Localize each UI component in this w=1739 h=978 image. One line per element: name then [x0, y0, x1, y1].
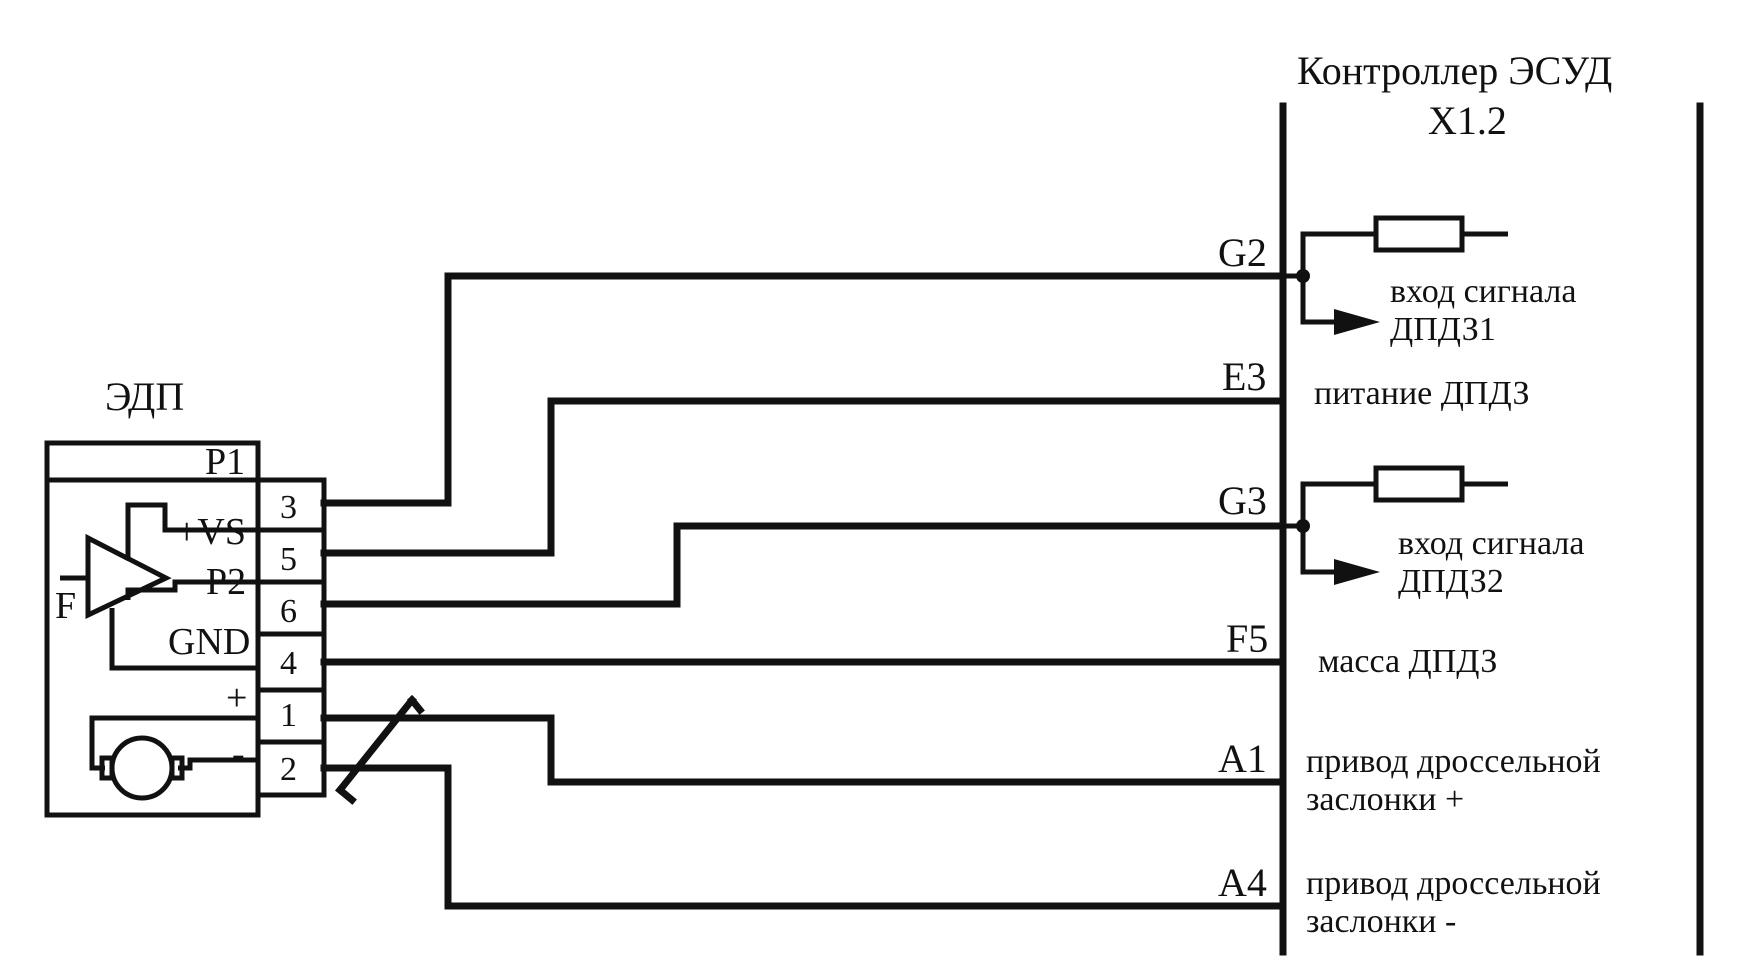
internal-wire-gnd	[109, 608, 258, 671]
label-gnd: GND	[168, 621, 250, 663]
signal-g2-line2: ДПДЗ1	[1390, 311, 1496, 348]
g3-arrow-lead	[1300, 526, 1336, 575]
terminal-e3: E3	[1222, 354, 1266, 399]
arrow-icon	[1334, 559, 1380, 585]
resistor-icon	[1373, 215, 1465, 253]
signal-g3-line1: вход сигнала	[1398, 525, 1584, 562]
pin-1: 1	[280, 697, 297, 734]
internal-wire-vs	[125, 502, 258, 560]
signal-f5: масса ДПДЗ	[1318, 643, 1497, 680]
terminal-g2: G2	[1218, 230, 1267, 275]
wire-pin5-e3	[320, 397, 1287, 557]
signal-a4-line1: привод дроссельной	[1306, 865, 1601, 902]
arrow-icon	[1334, 309, 1380, 335]
signal-a1-line2: заслонки +	[1306, 781, 1464, 818]
module-title: ЭДП	[105, 374, 184, 419]
twisted-pair-mark-tip	[335, 785, 357, 805]
pin-6: 6	[280, 593, 297, 630]
label-p2: P2	[206, 561, 246, 603]
motor-wire-plus	[89, 715, 258, 771]
signal-e3: питание ДПДЗ	[1314, 375, 1530, 412]
terminal-a4: A4	[1218, 860, 1267, 905]
amp-input-label: F	[55, 585, 76, 627]
wire-pin1-a1	[320, 714, 1287, 786]
signal-g3-line2: ДПДЗ2	[1398, 563, 1504, 600]
signal-g2-line1: вход сигнала	[1390, 273, 1576, 310]
label-minus: -	[232, 733, 245, 775]
label-plus: +	[226, 677, 247, 719]
motor-icon	[109, 735, 175, 801]
connector-label: X1.2	[1428, 98, 1507, 143]
terminal-f5: F5	[1226, 616, 1268, 661]
twisted-pair-mark	[335, 695, 417, 795]
pin-3: 3	[280, 489, 297, 526]
motor-wire-minus	[178, 757, 258, 771]
controller-title: Контроллер ЭСУД	[1297, 48, 1612, 93]
resistor-icon	[1373, 465, 1465, 503]
label-vs: +VS	[176, 511, 246, 553]
pin-2: 2	[280, 751, 297, 788]
g2-arrow-lead	[1300, 276, 1336, 325]
twisted-pair-mark-tip	[407, 695, 425, 715]
signal-a1-line1: привод дроссельной	[1306, 743, 1601, 780]
pin-5: 5	[280, 541, 297, 578]
label-p1: P1	[205, 441, 245, 483]
signal-a4-line2: заслонки -	[1306, 903, 1456, 940]
pin-block	[255, 477, 327, 798]
terminal-a1: A1	[1218, 736, 1267, 781]
g2-resistor-lead	[1300, 231, 1376, 276]
wire-pin2-a4	[320, 764, 1287, 910]
wire-pin3-g2	[320, 272, 1287, 507]
g3-resistor-lead	[1300, 481, 1376, 526]
terminal-g3: G3	[1218, 478, 1267, 523]
pin-4: 4	[280, 645, 297, 682]
wire-pin6-g3	[320, 522, 1287, 608]
